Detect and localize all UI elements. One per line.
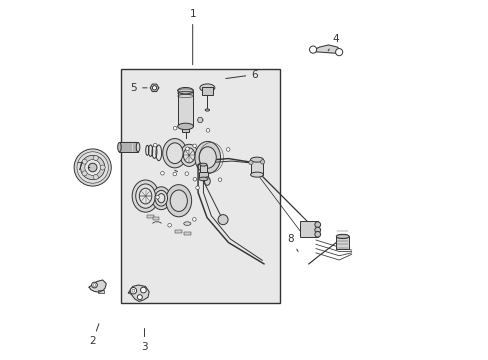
Circle shape: [218, 215, 227, 225]
Circle shape: [192, 217, 196, 221]
Circle shape: [130, 288, 136, 294]
Ellipse shape: [155, 190, 167, 206]
Polygon shape: [150, 84, 154, 88]
Circle shape: [173, 172, 176, 176]
Circle shape: [91, 282, 97, 288]
Ellipse shape: [199, 147, 216, 168]
Circle shape: [161, 171, 164, 175]
Circle shape: [81, 156, 104, 180]
Bar: [198, 172, 207, 179]
Ellipse shape: [204, 177, 210, 185]
Polygon shape: [154, 84, 159, 88]
Ellipse shape: [136, 143, 140, 152]
Circle shape: [82, 171, 87, 176]
Text: 8: 8: [287, 234, 298, 251]
Text: 2: 2: [89, 324, 99, 346]
Circle shape: [173, 126, 177, 130]
Ellipse shape: [194, 141, 220, 174]
Bar: [177, 91, 193, 126]
Text: 1: 1: [189, 9, 196, 65]
Circle shape: [309, 46, 316, 53]
Bar: [184, 232, 190, 235]
Ellipse shape: [177, 123, 193, 130]
Ellipse shape: [163, 139, 186, 168]
Polygon shape: [310, 45, 340, 54]
Bar: [336, 237, 348, 249]
Ellipse shape: [205, 109, 209, 111]
Circle shape: [184, 172, 188, 175]
Circle shape: [192, 144, 196, 148]
Ellipse shape: [139, 188, 151, 204]
Circle shape: [260, 160, 264, 164]
Circle shape: [226, 148, 229, 151]
Circle shape: [100, 165, 105, 170]
Circle shape: [218, 178, 222, 181]
Ellipse shape: [250, 157, 263, 162]
Bar: [119, 143, 138, 152]
Circle shape: [93, 175, 98, 180]
Circle shape: [248, 160, 253, 165]
Bar: [98, 290, 104, 293]
Ellipse shape: [336, 234, 348, 239]
Text: 6: 6: [225, 69, 257, 80]
Bar: [147, 215, 153, 218]
Polygon shape: [152, 88, 156, 91]
Text: 4: 4: [327, 34, 338, 51]
Ellipse shape: [170, 190, 187, 211]
Circle shape: [193, 177, 196, 181]
Circle shape: [155, 195, 159, 199]
Ellipse shape: [132, 180, 159, 212]
Ellipse shape: [200, 84, 214, 92]
Bar: [200, 165, 206, 172]
Circle shape: [82, 159, 87, 164]
Polygon shape: [89, 280, 106, 292]
Ellipse shape: [200, 163, 206, 166]
Circle shape: [167, 224, 171, 227]
Circle shape: [314, 231, 320, 237]
Bar: [182, 125, 189, 132]
Text: 5: 5: [130, 83, 147, 93]
Circle shape: [88, 163, 97, 172]
Circle shape: [153, 143, 157, 147]
Polygon shape: [128, 285, 149, 301]
Circle shape: [314, 227, 320, 233]
Circle shape: [152, 86, 156, 90]
Bar: [299, 221, 317, 237]
Ellipse shape: [136, 184, 155, 208]
Polygon shape: [150, 88, 154, 91]
Ellipse shape: [165, 185, 191, 217]
Bar: [153, 217, 159, 220]
Bar: [175, 230, 181, 233]
Circle shape: [206, 129, 209, 132]
Circle shape: [93, 156, 98, 161]
Ellipse shape: [118, 143, 121, 152]
Bar: [121, 69, 280, 303]
Ellipse shape: [250, 172, 263, 177]
Circle shape: [84, 159, 101, 175]
Polygon shape: [197, 117, 203, 122]
Ellipse shape: [180, 144, 198, 166]
Bar: [201, 87, 213, 95]
Ellipse shape: [183, 222, 190, 225]
Ellipse shape: [152, 187, 170, 210]
Text: 7: 7: [76, 162, 90, 172]
Ellipse shape: [177, 87, 193, 94]
Ellipse shape: [166, 143, 183, 163]
Ellipse shape: [198, 177, 207, 181]
Polygon shape: [154, 88, 159, 91]
Circle shape: [77, 152, 108, 183]
Ellipse shape: [183, 148, 194, 163]
Circle shape: [314, 222, 320, 228]
Bar: [250, 159, 263, 175]
Ellipse shape: [157, 194, 164, 203]
Text: 3: 3: [141, 329, 147, 352]
Circle shape: [140, 287, 146, 293]
Polygon shape: [152, 84, 156, 88]
Circle shape: [185, 147, 189, 150]
Circle shape: [335, 49, 342, 56]
Circle shape: [195, 186, 199, 189]
Circle shape: [74, 149, 111, 186]
Circle shape: [137, 295, 142, 300]
